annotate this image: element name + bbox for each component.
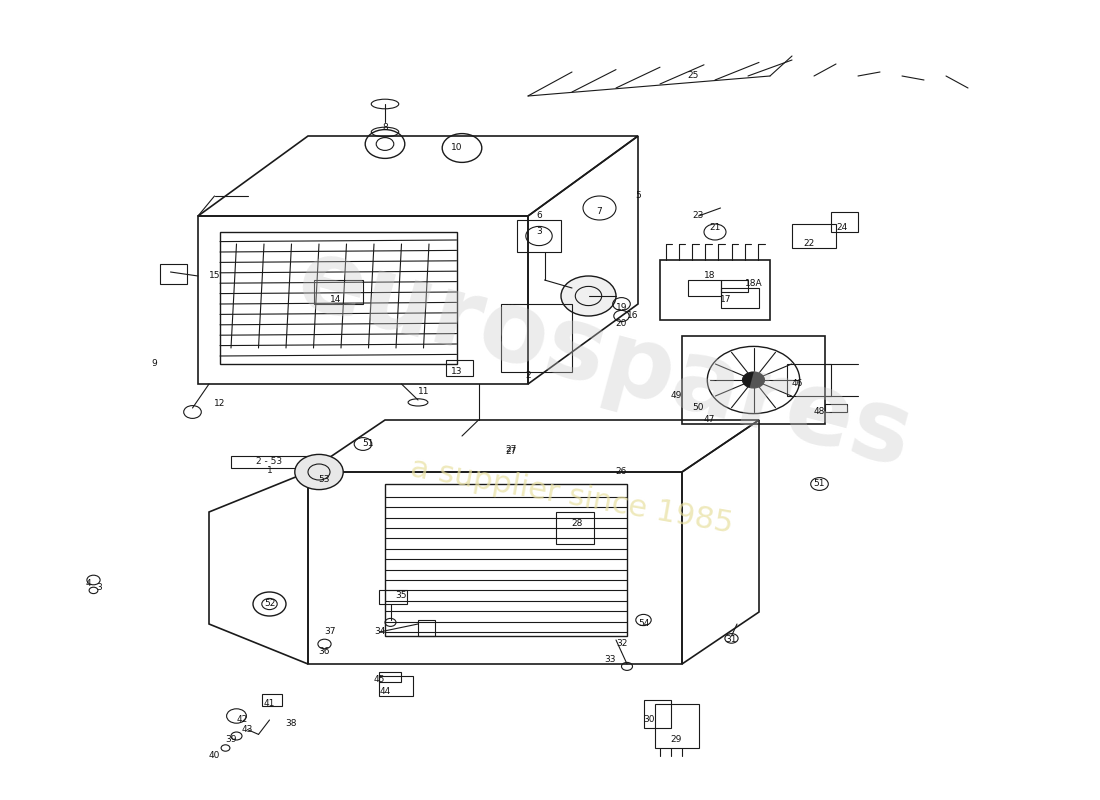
Text: 53: 53 — [319, 475, 330, 485]
Text: 19: 19 — [616, 303, 627, 313]
Text: 39: 39 — [226, 735, 236, 745]
Bar — [379, 590, 407, 604]
Text: 3: 3 — [96, 583, 102, 593]
Circle shape — [295, 454, 343, 490]
Bar — [314, 280, 363, 304]
Text: a supplier since 1985: a supplier since 1985 — [408, 454, 736, 538]
Text: 15: 15 — [209, 271, 220, 281]
Text: 27: 27 — [506, 447, 517, 457]
Bar — [418, 620, 434, 636]
Bar — [160, 264, 187, 284]
Text: 18: 18 — [704, 271, 715, 281]
Text: 33: 33 — [605, 655, 616, 665]
Text: 45: 45 — [374, 675, 385, 685]
Text: 37: 37 — [324, 627, 336, 637]
Text: 27: 27 — [506, 445, 517, 454]
Text: 44: 44 — [379, 687, 390, 697]
Text: 18A: 18A — [745, 279, 762, 289]
Bar — [556, 512, 594, 544]
Text: 49: 49 — [671, 391, 682, 401]
Bar — [654, 704, 698, 748]
Text: 32: 32 — [616, 639, 627, 649]
Bar — [688, 280, 720, 296]
Text: 51: 51 — [363, 439, 374, 449]
Bar — [792, 224, 836, 248]
Bar — [517, 220, 561, 252]
Text: 50: 50 — [693, 403, 704, 413]
Text: 17: 17 — [720, 295, 732, 305]
Text: 2: 2 — [525, 371, 531, 381]
Text: 20: 20 — [616, 319, 627, 329]
Text: 36: 36 — [319, 647, 330, 657]
Text: 43: 43 — [242, 725, 253, 734]
Text: 40: 40 — [209, 751, 220, 761]
Text: 30: 30 — [644, 715, 654, 725]
Text: 6: 6 — [536, 211, 542, 221]
Circle shape — [561, 276, 616, 316]
Text: 3: 3 — [536, 227, 542, 237]
Text: 14: 14 — [330, 295, 341, 305]
Text: 35: 35 — [396, 591, 407, 601]
Bar — [379, 676, 412, 696]
Text: 51: 51 — [814, 479, 825, 489]
Text: 46: 46 — [792, 379, 803, 389]
Text: 13: 13 — [451, 367, 462, 377]
Text: 22: 22 — [803, 239, 814, 249]
Bar — [720, 288, 759, 308]
Text: 34: 34 — [374, 627, 385, 637]
Text: 9: 9 — [151, 359, 157, 369]
Text: 52: 52 — [264, 599, 275, 609]
Text: eurospares: eurospares — [287, 231, 923, 489]
Text: 10: 10 — [451, 143, 462, 153]
Bar — [786, 364, 830, 396]
Bar — [385, 484, 627, 636]
Bar — [379, 672, 401, 682]
Text: 54: 54 — [638, 619, 649, 629]
Text: 38: 38 — [286, 719, 297, 729]
Bar — [660, 260, 770, 320]
Text: 28: 28 — [572, 519, 583, 529]
Bar — [825, 404, 847, 412]
Text: 21: 21 — [710, 223, 720, 233]
Text: 25: 25 — [688, 71, 698, 81]
Text: 48: 48 — [814, 407, 825, 417]
Text: 16: 16 — [627, 311, 638, 321]
Text: 31: 31 — [726, 635, 737, 645]
Text: 2 - 53: 2 - 53 — [256, 457, 283, 466]
Circle shape — [742, 372, 764, 388]
Text: 41: 41 — [264, 699, 275, 709]
Text: 4: 4 — [85, 579, 91, 589]
Text: 5: 5 — [635, 191, 641, 201]
Bar — [446, 360, 473, 376]
Bar — [231, 456, 330, 468]
Bar — [830, 212, 858, 232]
Text: 47: 47 — [704, 415, 715, 425]
Text: 29: 29 — [671, 735, 682, 745]
Bar — [720, 280, 748, 292]
Bar — [220, 232, 456, 364]
Text: 8: 8 — [382, 123, 388, 133]
Text: 12: 12 — [214, 399, 225, 409]
Text: 1: 1 — [266, 466, 273, 475]
Bar — [500, 304, 572, 372]
Text: 24: 24 — [836, 223, 847, 233]
Text: 23: 23 — [693, 211, 704, 221]
Text: 7: 7 — [596, 207, 603, 217]
Text: 42: 42 — [236, 715, 248, 725]
Text: 26: 26 — [616, 467, 627, 477]
Bar — [262, 694, 282, 706]
Text: 11: 11 — [418, 387, 429, 397]
Bar — [644, 700, 671, 728]
